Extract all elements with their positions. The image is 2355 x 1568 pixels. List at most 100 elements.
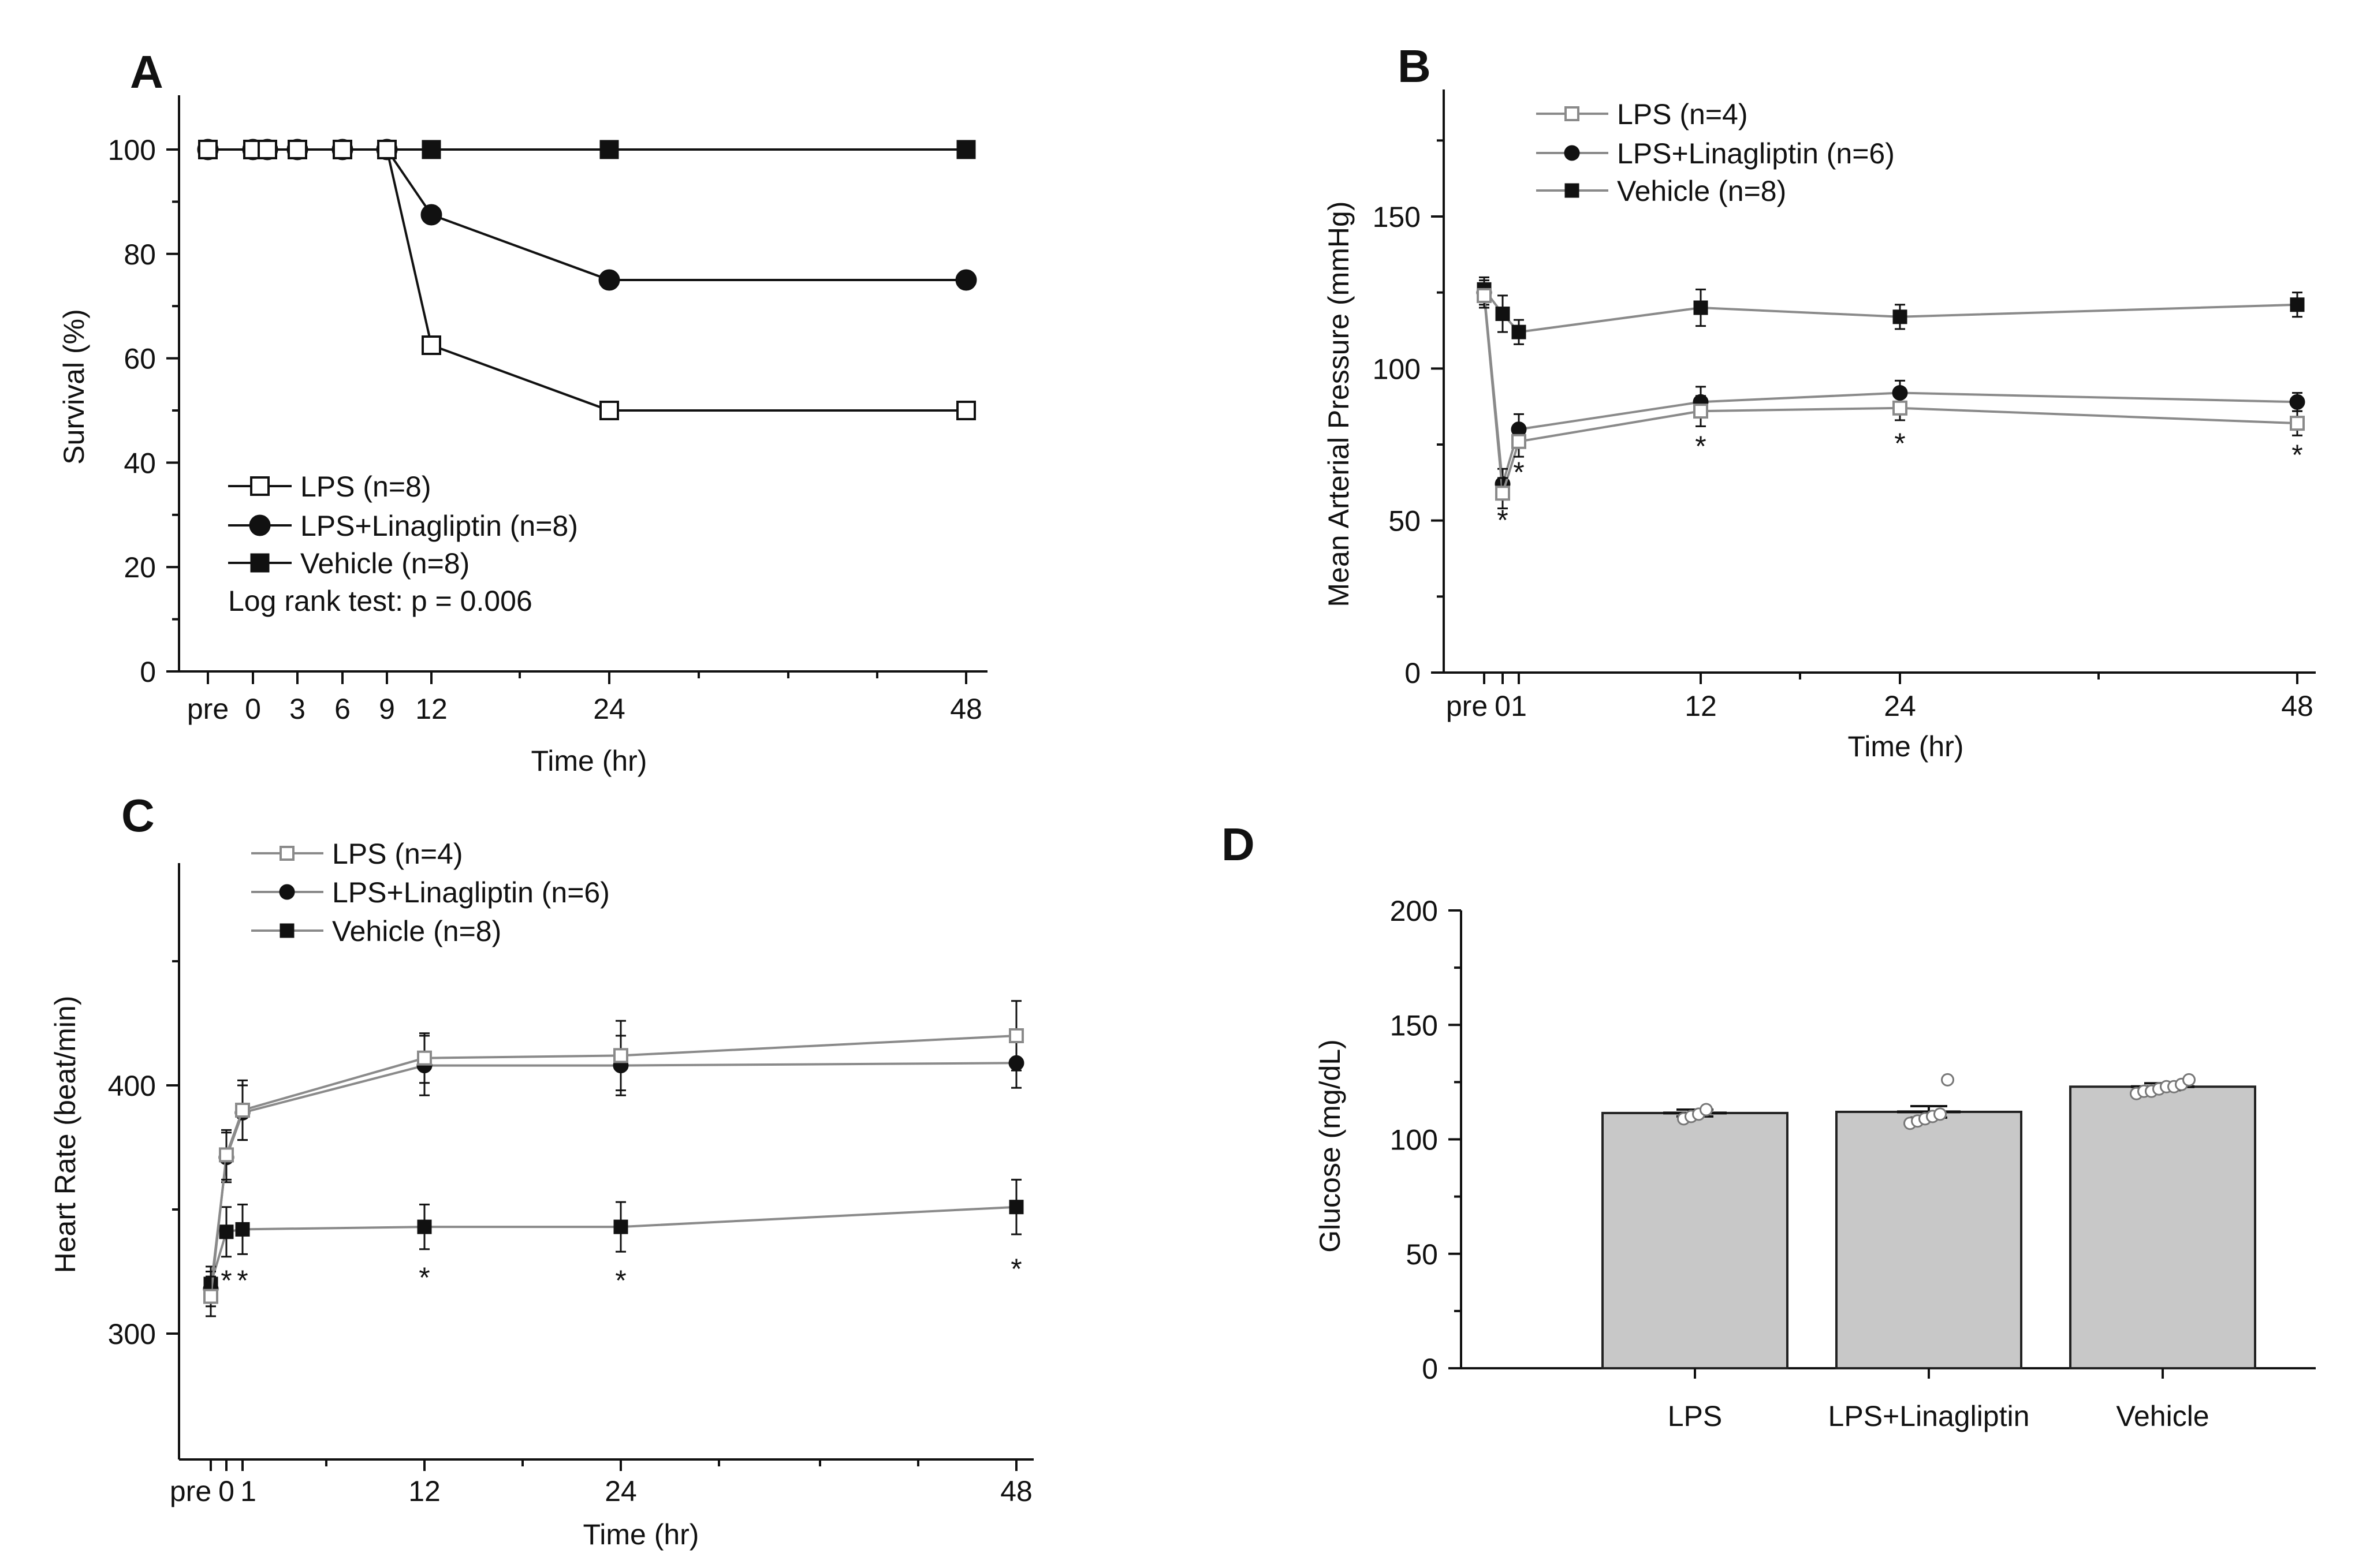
panel-c-legend-marker bbox=[280, 923, 295, 938]
panel-a-data-point bbox=[422, 140, 441, 159]
panel-b-x-tick-label: 1 bbox=[1511, 690, 1527, 722]
panel-b-y-tick-label: 100 bbox=[1373, 353, 1421, 385]
panel-d-y-tick-label: 100 bbox=[1390, 1124, 1438, 1156]
panel-a-series-line bbox=[208, 148, 966, 281]
panel-c-x-tick-label: 1 bbox=[240, 1475, 256, 1507]
panel-c-legend-marker bbox=[279, 884, 295, 900]
panel-a-y-tick-label: 80 bbox=[124, 238, 156, 271]
panel-b-data-point bbox=[1693, 404, 1708, 419]
panel-a-x-tick-label: 48 bbox=[950, 693, 982, 725]
panel-b-x-axis-label: Time (hr) bbox=[1848, 730, 1964, 763]
panel-a-data-point bbox=[956, 401, 976, 420]
panel-b-y-tick-label: 0 bbox=[1404, 657, 1421, 689]
panel-a-x-tick-label: 12 bbox=[415, 693, 448, 725]
panel-b-data-point bbox=[1511, 434, 1526, 449]
panel-c-legend-label: Vehicle (n=8) bbox=[332, 915, 501, 947]
panel-d-x-tick-label: LPS+Linagliptin bbox=[1828, 1400, 2030, 1432]
panel-d: D Glucose (mg/dL) 0 50 100 150 200 LPS LPS+Lin… bbox=[1221, 819, 2316, 1432]
panel-d-bar bbox=[1835, 1110, 2022, 1370]
panel-b-data-point bbox=[1892, 309, 1907, 324]
panel-d-bar bbox=[2069, 1085, 2256, 1370]
panel-c-data-point bbox=[219, 1147, 234, 1163]
panel-b-legend-marker bbox=[1564, 145, 1580, 161]
panel-b-significance-star: * bbox=[1497, 504, 1508, 536]
panel-c-legend-label: LPS+Linagliptin (n=6) bbox=[332, 876, 610, 909]
panel-b-y-tick-label: 150 bbox=[1373, 201, 1421, 233]
panel-d-data-point bbox=[1700, 1103, 1713, 1117]
panel-c-data-point bbox=[1009, 1200, 1024, 1215]
panel-c-x-tick-label: 0 bbox=[218, 1475, 234, 1507]
panel-a-data-point bbox=[599, 140, 619, 159]
panel-b-x-tick-label: pre bbox=[1446, 690, 1488, 722]
panel-a-x-tick-label: 3 bbox=[289, 693, 305, 725]
panel-c-significance-star: * bbox=[419, 1261, 430, 1294]
panel-c-significance-star: * bbox=[615, 1264, 626, 1297]
panel-b-series-line bbox=[1483, 295, 2298, 494]
panel-b-legend-marker bbox=[1564, 106, 1579, 121]
panel-b-data-point bbox=[1892, 400, 1907, 416]
panel-b-data-point bbox=[2290, 297, 2305, 312]
panel-c-data-point bbox=[203, 1289, 218, 1304]
panel-a-x-tick-label: 9 bbox=[379, 693, 395, 725]
panel-c-series-line bbox=[210, 1035, 1017, 1297]
panel-b-series-line bbox=[1483, 289, 2298, 334]
panel-c-data-point bbox=[219, 1224, 234, 1240]
panel-d-data-point bbox=[1933, 1107, 1947, 1121]
panel-c-y-axis-label: Heart Rate (beat/min) bbox=[49, 996, 81, 1274]
panel-a-x-tick-label: 0 bbox=[245, 693, 261, 725]
panel-a-data-point bbox=[333, 140, 352, 159]
panel-a-data-point bbox=[955, 269, 977, 291]
panel-a-y-tick-label: 40 bbox=[124, 447, 156, 479]
panel-c-y-tick-label: 400 bbox=[108, 1070, 156, 1102]
panel-c-legend-marker bbox=[280, 846, 295, 861]
panel-a-legend-label: LPS+Linagliptin (n=8) bbox=[300, 510, 578, 542]
panel-a-y-tick-label: 0 bbox=[140, 656, 156, 688]
panel-b-data-point bbox=[1495, 307, 1510, 322]
panel-b-data-point bbox=[1511, 324, 1526, 339]
panel-b-legend-label: LPS+Linagliptin (n=6) bbox=[1617, 137, 1895, 170]
panel-d-y-tick-label: 0 bbox=[1422, 1353, 1438, 1385]
panel-b-significance-star: * bbox=[1513, 456, 1524, 488]
panel-d-y-axis-label: Glucose (mg/dL) bbox=[1314, 1039, 1346, 1253]
panel-c-data-point bbox=[613, 1048, 628, 1063]
panel-a-data-point bbox=[599, 401, 619, 420]
panel-c-data-point bbox=[235, 1222, 250, 1237]
panel-a-y-tick-label: 60 bbox=[124, 343, 156, 375]
panel-a-data-point bbox=[956, 140, 976, 159]
panel-b-data-point bbox=[2289, 394, 2305, 410]
panel-c-x-tick-label: 48 bbox=[1000, 1475, 1033, 1507]
panel-b-x-tick-label: 48 bbox=[2281, 690, 2313, 722]
panel-c-x-tick-label: 12 bbox=[408, 1475, 441, 1507]
panel-d-x-tick-label: Vehicle bbox=[2116, 1400, 2209, 1432]
panel-b-data-point bbox=[1477, 288, 1492, 303]
panel-a-x-tick-label: pre bbox=[187, 693, 229, 725]
panel-d-y-tick-label: 150 bbox=[1390, 1009, 1438, 1041]
panel-a-legend-marker bbox=[250, 476, 270, 496]
panel-c-series-line bbox=[210, 1062, 1017, 1289]
panel-b-data-point bbox=[1495, 486, 1510, 501]
panel-b: B Time (hr) Mean Arterial Pressure (mmHg… bbox=[1322, 40, 2316, 763]
panel-d-y-tick-label: 50 bbox=[1406, 1238, 1438, 1271]
panel-c-label: C bbox=[121, 790, 155, 841]
panel-c: C Time (hr) Heart Rate (beat/min) 300 400… bbox=[49, 790, 1034, 1551]
panel-a-x-axis-label: Time (hr) bbox=[531, 745, 647, 777]
panel-d-bar bbox=[1601, 1111, 1788, 1369]
panel-a-y-tick-label: 20 bbox=[124, 551, 156, 584]
panel-b-legend-label: LPS (n=4) bbox=[1617, 98, 1748, 130]
panel-c-legend-label: LPS (n=4) bbox=[332, 838, 463, 870]
panel-b-legend-label: Vehicle (n=8) bbox=[1617, 175, 1786, 207]
panel-a-y-tick-label: 100 bbox=[108, 134, 156, 166]
panel-a-x-tick-label: 6 bbox=[334, 693, 351, 725]
panel-b-label: B bbox=[1398, 40, 1431, 92]
panel-b-significance-star: * bbox=[1695, 430, 1706, 462]
panel-c-data-point bbox=[235, 1103, 250, 1118]
panel-c-data-point bbox=[417, 1219, 432, 1234]
panel-d-y-tick-label: 200 bbox=[1390, 895, 1438, 927]
panel-a-data-point bbox=[377, 140, 397, 159]
panel-a-legend-label: Vehicle (n=8) bbox=[300, 547, 469, 580]
panel-a-data-point bbox=[258, 140, 277, 159]
panel-c-data-point bbox=[417, 1050, 432, 1066]
panel-c-y-tick-label: 300 bbox=[108, 1318, 156, 1350]
panel-b-data-point bbox=[2290, 416, 2305, 431]
